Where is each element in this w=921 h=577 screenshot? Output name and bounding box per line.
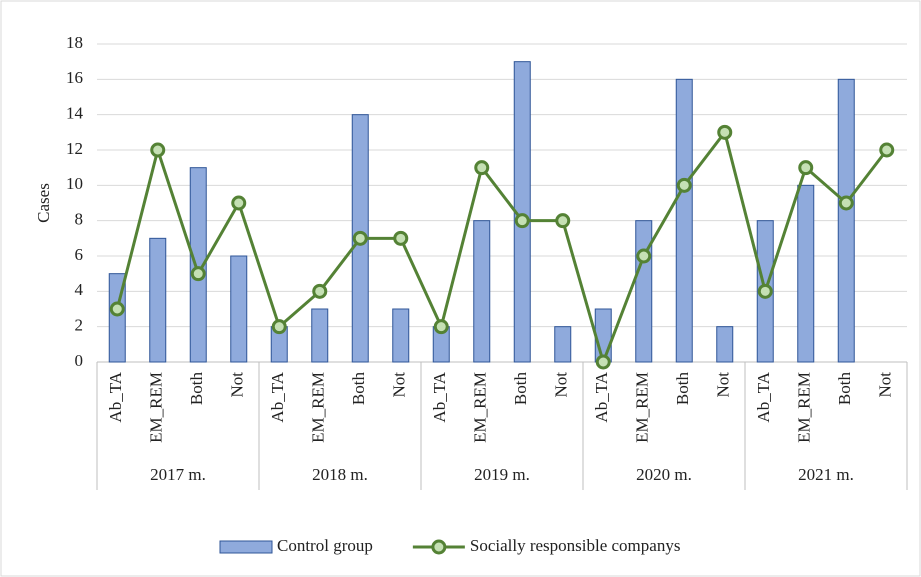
y-axis-label: Cases [34, 183, 53, 223]
bar [635, 220, 653, 363]
y-tick-label: 2 [75, 316, 84, 335]
y-tick-label: 6 [75, 245, 84, 264]
bar [473, 220, 491, 363]
line-marker [798, 160, 814, 176]
bar [149, 237, 167, 363]
line-marker [312, 283, 328, 299]
line-marker [150, 142, 166, 158]
x-tick-label: Ab_TA [106, 371, 125, 422]
line-marker [109, 301, 125, 317]
bar [675, 78, 693, 363]
x-tick-label: EM_REM [795, 372, 814, 443]
line-marker [838, 195, 854, 211]
legend-swatch [219, 540, 273, 554]
bar [797, 184, 815, 363]
group-label: 2018 m. [312, 465, 368, 484]
x-tick-label: EM_REM [471, 372, 490, 443]
group-label: 2019 m. [474, 465, 530, 484]
y-tick-label: 0 [75, 351, 84, 370]
group-label: 2021 m. [798, 465, 854, 484]
line-marker [717, 124, 733, 140]
bar [594, 308, 612, 363]
line-marker [190, 266, 206, 282]
line-marker [433, 319, 449, 335]
bar [837, 78, 855, 363]
x-tick-label: Both [511, 372, 530, 406]
line [115, 128, 888, 367]
line-marker [676, 177, 692, 193]
bar [230, 255, 248, 363]
line-marker [231, 195, 247, 211]
x-tick-label: Ab_TA [430, 371, 449, 422]
bar [554, 326, 572, 363]
legend-label: Socially responsible companys [470, 536, 681, 555]
legend-label: Control group [277, 536, 373, 555]
y-tick-label: 8 [75, 210, 84, 229]
x-tick-label: Both [187, 372, 206, 406]
line-marker [757, 283, 773, 299]
x-tick-label: Not [876, 372, 895, 398]
legend-marker [431, 539, 447, 555]
line-marker [555, 213, 571, 229]
x-tick-label: Not [228, 372, 247, 398]
x-tick-label: Ab_TA [268, 371, 287, 422]
x-tick-label: EM_REM [309, 372, 328, 443]
y-tick-label: 14 [66, 104, 84, 123]
x-tick-label: Ab_TA [754, 371, 773, 422]
x-tick-label: Not [552, 372, 571, 398]
x-tick-label: Both [673, 372, 692, 406]
line-marker [636, 248, 652, 264]
line-marker [474, 160, 490, 176]
x-tick-label: Both [349, 372, 368, 406]
line-marker [271, 319, 287, 335]
group-label: 2017 m. [150, 465, 206, 484]
y-tick-label: 12 [66, 139, 83, 158]
y-tick-label: 4 [75, 280, 84, 299]
line-marker [879, 142, 895, 158]
line-marker [393, 230, 409, 246]
x-tick-label: Both [835, 372, 854, 406]
x-tick-label: Not [714, 372, 733, 398]
bar [716, 326, 734, 363]
x-tick-label: EM_REM [633, 372, 652, 443]
bar [189, 167, 207, 363]
line-marker [595, 354, 611, 370]
bar [392, 308, 410, 363]
line-marker [514, 213, 530, 229]
x-tick-label: EM_REM [147, 372, 166, 443]
y-tick-label: 18 [66, 33, 83, 52]
line-marker [352, 230, 368, 246]
group-label: 2020 m. [636, 465, 692, 484]
y-tick-label: 10 [66, 174, 83, 193]
x-tick-label: Ab_TA [592, 371, 611, 422]
x-tick-label: Not [390, 372, 409, 398]
y-tick-label: 16 [66, 68, 83, 87]
bar [311, 308, 329, 363]
